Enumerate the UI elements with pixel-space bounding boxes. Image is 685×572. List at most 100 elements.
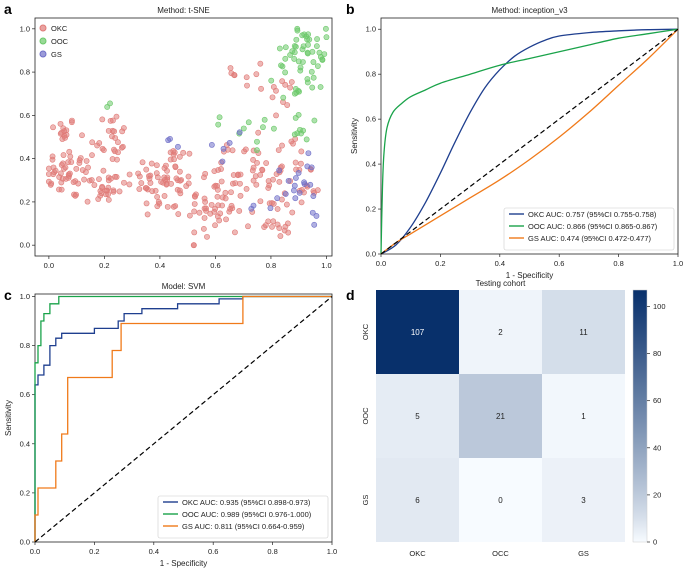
scatter-point-okc: [227, 65, 234, 71]
inception-ytick-label: 0.6: [366, 115, 376, 124]
scatter-point-okc: [135, 170, 142, 177]
scatter-point-okc: [178, 177, 185, 183]
tsne-xtick-label: 0.8: [266, 261, 276, 270]
scatter-point-okc: [254, 159, 260, 166]
heatmap-col-label: OKC: [409, 549, 426, 558]
inception-ytick-label: 0.2: [366, 205, 376, 214]
scatter-point-okc: [136, 186, 143, 192]
svm-ytick-label: 0.8: [20, 341, 30, 350]
scatter-point-okc: [59, 175, 66, 182]
scatter-point-okc: [45, 171, 52, 178]
svm-xtick-label: 0.4: [149, 547, 159, 556]
scatter-point-okc: [110, 188, 117, 195]
inception-roc-panel: 0.0 0.2 0.4 0.6 0.8 1.0 0.0 0.2 0.4 0.6 0.8 1.0 Meth…: [350, 6, 683, 280]
scatter-point-ooc: [314, 63, 321, 70]
scatter-point-okc: [73, 165, 80, 172]
tsne-ytick-label: 0.2: [20, 197, 30, 206]
scatter-point-gs: [175, 143, 181, 150]
scatter-point-ooc: [291, 131, 298, 138]
scatter-point-okc: [208, 201, 215, 208]
scatter-point-okc: [164, 167, 170, 174]
scatter-point-okc: [49, 153, 56, 160]
scatter-point-okc: [229, 180, 236, 187]
scatter-point-gs: [305, 150, 312, 157]
svm-xtick-label: 0.2: [89, 547, 99, 556]
tsne-xtick-label: 0.4: [155, 261, 165, 270]
scatter-point-okc: [77, 155, 84, 161]
scatter-point-okc: [212, 222, 218, 229]
scatter-point-ooc: [293, 36, 300, 43]
scatter-point-okc: [99, 116, 106, 123]
scatter-point-okc: [154, 203, 161, 210]
panel-label-b: b: [346, 1, 355, 17]
scatter-point-ooc: [291, 49, 298, 56]
scatter-point-okc: [263, 160, 270, 166]
scatter-point-okc: [274, 221, 281, 228]
svm-legend-label-okc: OKC AUC: 0.935 (95%CI 0.898-0.973): [182, 498, 311, 507]
svm-ytick-label: 0.0: [20, 538, 30, 547]
scatter-point-ooc: [323, 25, 329, 32]
heatmap-cell: [376, 458, 459, 542]
heatmap-cell: [459, 290, 542, 374]
scatter-point-okc: [201, 195, 208, 202]
scatter-point-gs: [208, 141, 215, 148]
scatter-point-okc: [168, 180, 174, 187]
scatter-point-ooc: [276, 45, 283, 52]
scatter-point-ooc: [323, 34, 330, 41]
scatter-point-okc: [273, 87, 279, 94]
legend-marker-ooc: [39, 37, 47, 45]
inception-legend-label-okc: OKC AUC: 0.757 (95%CI 0.755-0.758): [528, 210, 657, 219]
scatter-point-okc: [266, 200, 273, 207]
inception-ytick-label: 1.0: [366, 25, 376, 34]
scatter-point-gs: [276, 167, 283, 174]
scatter-point-okc: [120, 125, 127, 131]
scatter-point-okc: [68, 159, 75, 165]
scatter-point-okc: [186, 150, 193, 157]
heatmap-title: Testing cohort: [476, 279, 527, 288]
scatter-point-okc: [66, 148, 73, 155]
heatmap-cell: [376, 290, 459, 374]
scatter-point-okc: [67, 153, 74, 160]
scatter-point-okc: [107, 175, 114, 182]
scatter-point-okc: [204, 233, 210, 240]
heatmap-cell: [459, 458, 542, 542]
svm-legend-label-gs: GS AUC: 0.811 (95%CI 0.664-0.959): [182, 522, 305, 531]
colorbar-tick-label: 40: [653, 443, 661, 452]
scatter-point-okc: [112, 135, 119, 141]
scatter-point-okc: [111, 128, 118, 135]
scatter-point-ooc: [282, 44, 289, 51]
scatter-point-okc: [314, 187, 321, 194]
scatter-point-okc: [143, 185, 150, 192]
heatmap-cell-value: 21: [496, 412, 505, 421]
scatter-point-okc: [172, 203, 179, 209]
inception-xtick-label: 0.8: [613, 259, 623, 268]
svm-ylabel: Sensitivity: [4, 400, 13, 436]
scatter-point-gs: [295, 170, 302, 176]
scatter-point-okc: [227, 205, 234, 212]
scatter-point-ooc: [314, 36, 320, 42]
svm-xtick-label: 0.6: [208, 547, 218, 556]
heatmap-cell: [542, 458, 625, 542]
svm-ytick-label: 1.0: [20, 292, 30, 301]
scatter-point-okc: [191, 229, 198, 236]
scatter-point-okc: [186, 212, 193, 219]
scatter-point-okc: [114, 156, 120, 163]
colorbar-tick-label: 80: [653, 349, 661, 358]
svm-ytick-label: 0.2: [20, 488, 30, 497]
scatter-point-okc: [207, 210, 214, 217]
scatter-point-okc: [164, 203, 171, 210]
scatter-point-okc: [57, 120, 64, 127]
scatter-point-okc: [255, 129, 262, 136]
scatter-point-ooc: [282, 55, 289, 62]
scatter-point-gs: [309, 209, 316, 216]
scatter-point-okc: [158, 178, 164, 185]
scatter-point-gs: [310, 193, 317, 199]
scatter-point-okc: [228, 189, 234, 196]
tsne-xtick-label: 0.2: [99, 261, 109, 270]
scatter-point-okc: [163, 162, 169, 169]
scatter-point-okc: [62, 164, 69, 171]
scatter-point-okc: [126, 171, 133, 178]
scatter-point-okc: [138, 180, 145, 186]
svm-xtick-label: 0.8: [267, 547, 277, 556]
inception-legend-label-ooc: OOC AUC: 0.866 (95%CI 0.865-0.867): [528, 222, 658, 231]
